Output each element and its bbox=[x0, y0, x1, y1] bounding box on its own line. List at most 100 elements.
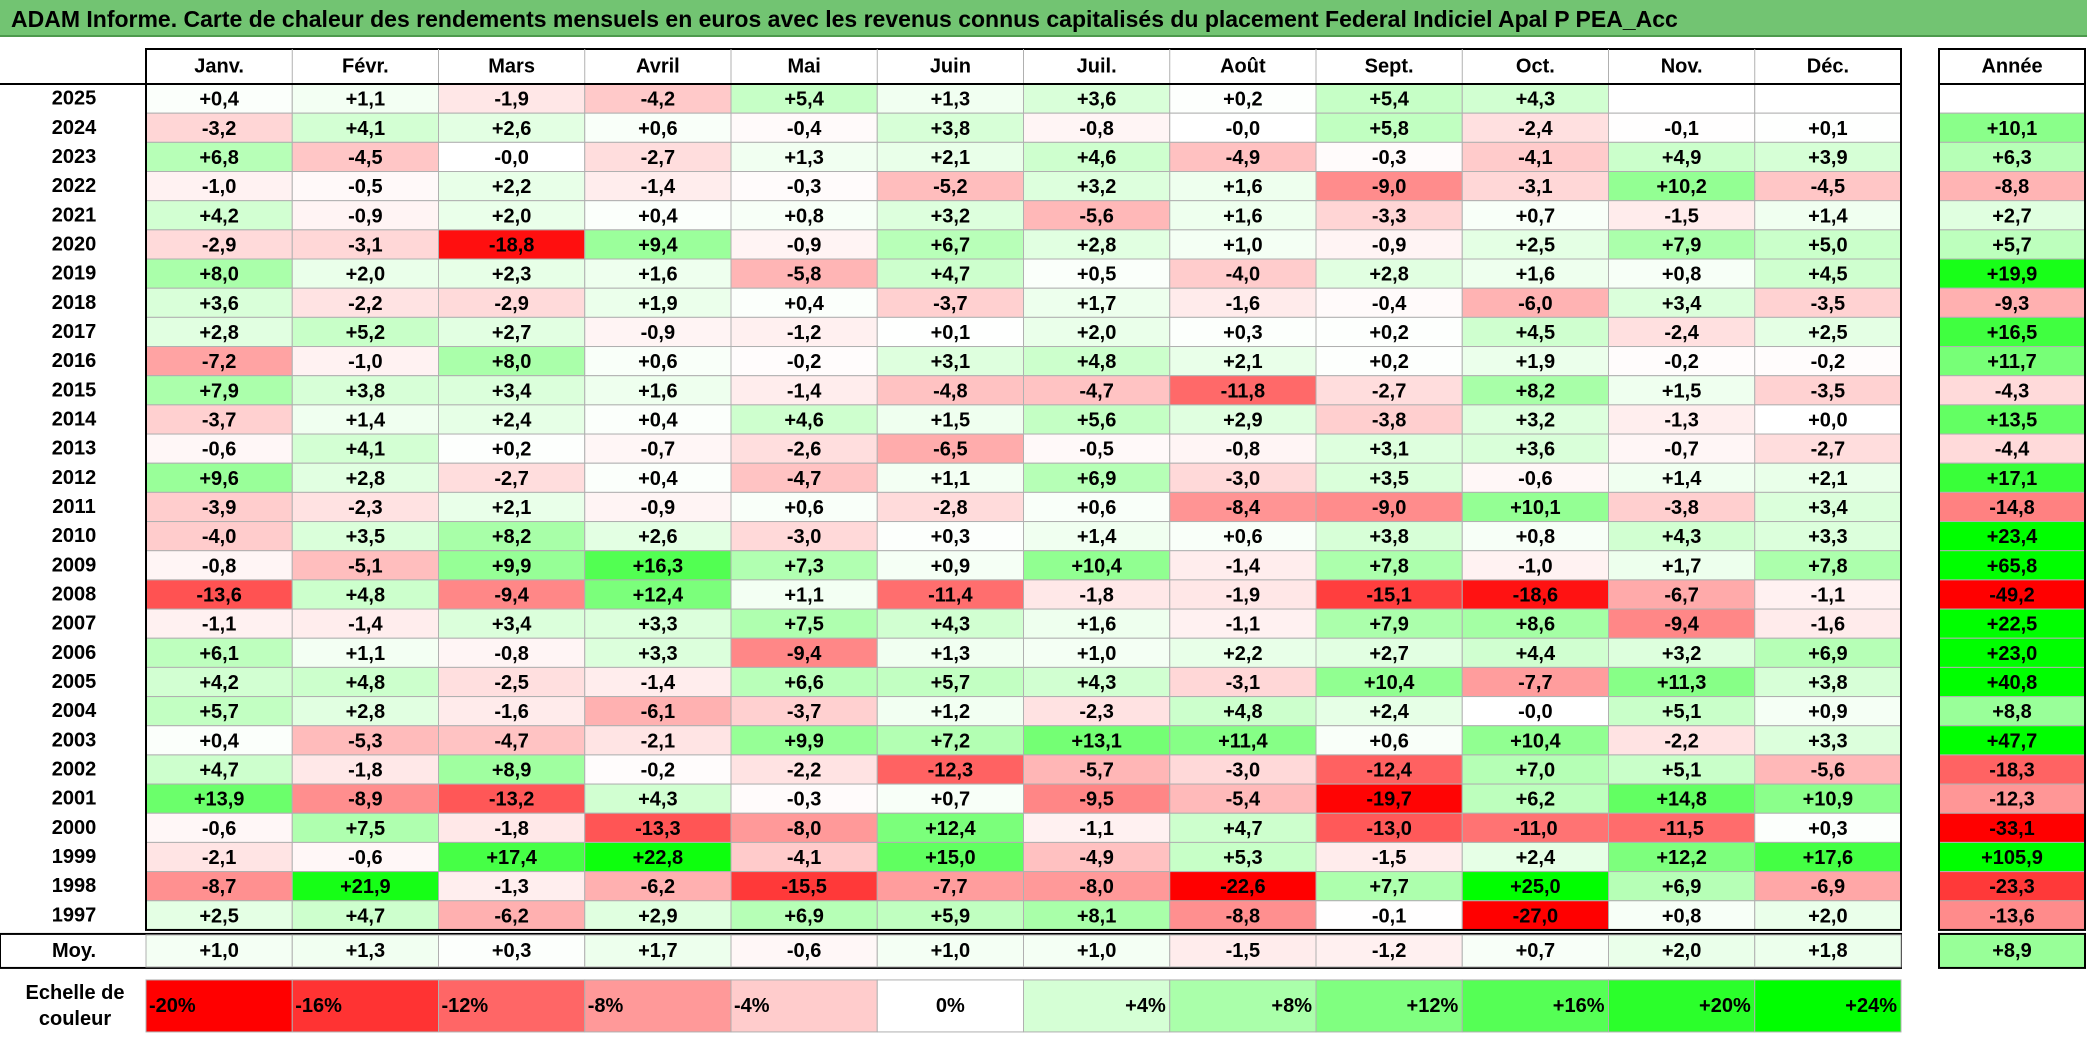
cell-value: +1,6 bbox=[638, 264, 677, 286]
cell-value: +2,7 bbox=[1369, 643, 1408, 665]
cell-value: +6,1 bbox=[199, 643, 238, 665]
annual-value: +10,1 bbox=[1987, 118, 2038, 140]
cell-value: +3,5 bbox=[346, 526, 385, 548]
cell-value: -8,0 bbox=[1079, 876, 1113, 898]
heat-cell bbox=[1169, 491, 1317, 523]
heat-cell bbox=[291, 375, 439, 406]
heat-cell bbox=[291, 112, 439, 143]
cell-value: +0,1 bbox=[931, 322, 970, 344]
cell-value: +3,2 bbox=[1077, 176, 1116, 198]
cell-value: +0,3 bbox=[1223, 322, 1262, 344]
cell-value: -3,8 bbox=[1372, 409, 1406, 431]
cell-value: +14,8 bbox=[1656, 789, 1707, 811]
year-label-2023: 2023 bbox=[52, 146, 97, 168]
cell-value: -0,6 bbox=[202, 818, 236, 840]
cell-value: +0,2 bbox=[1223, 89, 1262, 111]
year-label-2025: 2025 bbox=[52, 88, 97, 110]
heat-cell bbox=[876, 316, 1024, 348]
cell-value: +13,9 bbox=[194, 789, 245, 811]
heat-cell bbox=[584, 404, 732, 435]
cell-value: -19,7 bbox=[1366, 789, 1412, 811]
cell-value: +21,9 bbox=[340, 876, 391, 898]
cell-value: -1,3 bbox=[494, 876, 528, 898]
heat-cell bbox=[876, 171, 1024, 202]
cell-value: +7,8 bbox=[1369, 555, 1408, 577]
annual-value: +23,4 bbox=[1987, 526, 2038, 548]
cell-value: -7,7 bbox=[1518, 672, 1552, 694]
heat-cell bbox=[1608, 725, 1756, 756]
heat-cell bbox=[1315, 871, 1463, 902]
cell-value: +5,1 bbox=[1662, 759, 1701, 781]
heat-cell bbox=[730, 229, 878, 260]
cell-value: +2,3 bbox=[492, 264, 531, 286]
heat-cell bbox=[1461, 375, 1609, 406]
cell-value: -1,4 bbox=[641, 176, 676, 198]
cell-value: -5,6 bbox=[1811, 759, 1845, 781]
heat-cell bbox=[291, 258, 439, 289]
cell-value: +0,8 bbox=[1662, 264, 1701, 286]
cell-value: +0,4 bbox=[638, 205, 678, 227]
annual-value: +105,9 bbox=[1981, 847, 2043, 869]
heat-cell bbox=[145, 462, 293, 493]
cell-value: +1,1 bbox=[931, 468, 970, 490]
cell-value: -7,2 bbox=[202, 351, 236, 373]
heat-cell bbox=[291, 666, 439, 698]
heat-cell bbox=[1461, 579, 1609, 610]
cell-value: -0,8 bbox=[494, 643, 528, 665]
heat-cell bbox=[876, 375, 1024, 406]
cell-value: -0,8 bbox=[202, 555, 236, 577]
cell-value: +3,4 bbox=[492, 614, 532, 636]
heat-cell bbox=[1754, 491, 1902, 523]
cell-value: +4,8 bbox=[346, 584, 385, 606]
cell-value: +13,1 bbox=[1071, 730, 1122, 752]
heat-cell bbox=[730, 404, 878, 435]
heat-cell bbox=[1461, 637, 1609, 668]
cell-value: +8,0 bbox=[492, 351, 531, 373]
heat-cell bbox=[145, 316, 293, 348]
month-header-9: Sept. bbox=[1365, 56, 1414, 78]
cell-value: -1,5 bbox=[1664, 205, 1698, 227]
cell-value: +4,6 bbox=[784, 409, 823, 431]
heat-cell bbox=[730, 287, 878, 318]
heat-cell bbox=[1169, 812, 1317, 843]
heat-cell bbox=[584, 287, 732, 318]
cell-value: -5,1 bbox=[348, 555, 382, 577]
cell-value: -0,3 bbox=[787, 789, 821, 811]
cell-value: -1,1 bbox=[1811, 584, 1845, 606]
heat-cell bbox=[291, 229, 439, 260]
annual-cell bbox=[1938, 141, 2086, 173]
cell-value: +4,1 bbox=[346, 118, 385, 140]
heat-cell bbox=[876, 491, 1024, 523]
cell-value: +5,0 bbox=[1808, 234, 1847, 256]
heat-cell bbox=[1754, 608, 1902, 639]
table-body-border bbox=[145, 83, 1902, 931]
scale-label: -20% bbox=[149, 995, 196, 1017]
cell-value: +8,1 bbox=[1077, 905, 1116, 927]
cell-value: -1,4 bbox=[348, 614, 383, 636]
heat-cell bbox=[145, 200, 293, 231]
annual-cell bbox=[1938, 521, 2086, 552]
year-label-2006: 2006 bbox=[52, 642, 97, 664]
average-value: +1,0 bbox=[1077, 940, 1116, 962]
cell-value: +0,3 bbox=[1808, 818, 1847, 840]
cell-value: +4,6 bbox=[1077, 147, 1116, 169]
cell-value: +2,1 bbox=[931, 147, 970, 169]
cell-value: -0,3 bbox=[1372, 147, 1406, 169]
annual-value: +16,5 bbox=[1987, 322, 2038, 344]
cell-value: +4,7 bbox=[931, 264, 970, 286]
cell-value: -3,5 bbox=[1811, 380, 1845, 402]
cell-value: +0,6 bbox=[638, 118, 677, 140]
heat-cell bbox=[145, 287, 293, 318]
heat-cell bbox=[1754, 579, 1902, 610]
year-label-2013: 2013 bbox=[52, 438, 97, 460]
annual-value: -18,3 bbox=[1989, 759, 2035, 781]
cell-value: -3,1 bbox=[1518, 176, 1552, 198]
annual-value: +65,8 bbox=[1987, 555, 2038, 577]
cell-value: +4,7 bbox=[1223, 818, 1262, 840]
cell-value: +0,6 bbox=[1223, 526, 1262, 548]
cell-value: +1,6 bbox=[638, 380, 677, 402]
scale-swatch bbox=[1023, 979, 1171, 1033]
heat-cell bbox=[1023, 812, 1171, 843]
cell-value: +3,3 bbox=[638, 614, 677, 636]
average-cell bbox=[584, 934, 732, 968]
